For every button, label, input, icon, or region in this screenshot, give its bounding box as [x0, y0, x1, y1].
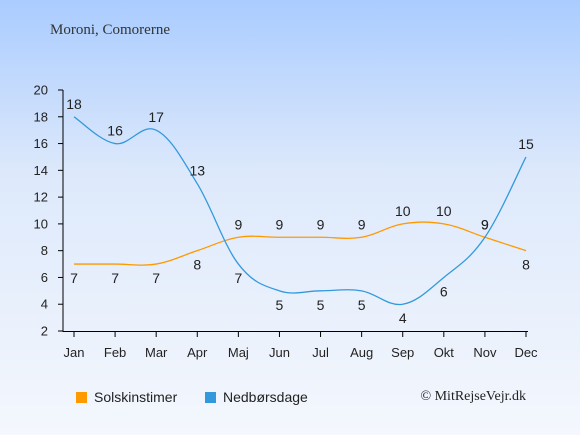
y-tick-label: 6 [41, 270, 48, 285]
legend-label-sunshine: Solskinstimer [94, 389, 178, 405]
chart-title: Moroni, Comorerne [50, 22, 170, 38]
y-tick-label: 4 [41, 297, 48, 312]
x-tick-label: Feb [104, 345, 126, 360]
copyright-text: © MitRejseVejr.dk [420, 389, 526, 404]
x-tick-label: Sep [391, 345, 414, 360]
data-label-rain-days: 4 [399, 310, 407, 326]
data-label-rain-days: 18 [66, 96, 82, 112]
legend-label-rain-days: Nedbørsdage [223, 389, 308, 405]
x-tick-label: Dec [514, 345, 538, 360]
data-label-sunshine: 10 [436, 203, 452, 219]
data-label-sunshine: 9 [481, 216, 489, 232]
series-line-rain-days [73, 116, 527, 306]
data-label-sunshine: 7 [70, 270, 78, 286]
y-tick-label: 8 [41, 243, 48, 258]
legend-item-rain-days: Nedbørsdage [205, 389, 308, 405]
series-line-sunshine [74, 221, 527, 266]
x-tick-label: Nov [473, 345, 497, 360]
x-tick-label: Maj [228, 345, 249, 360]
legend-swatch-sunshine [76, 391, 87, 403]
data-label-sunshine: 8 [522, 257, 530, 273]
data-label-rain-days: 5 [358, 297, 366, 313]
data-label-rain-days: 5 [276, 297, 284, 313]
data-label-rain-days: 17 [148, 109, 164, 125]
x-tick-label: Aug [350, 345, 373, 360]
data-label-rain-days: 13 [189, 163, 205, 179]
legend-item-sunshine: Solskinstimer [76, 389, 177, 405]
data-label-sunshine: 8 [193, 257, 201, 273]
x-tick-label: Apr [187, 345, 208, 360]
data-label-sunshine: 9 [234, 216, 242, 232]
y-tick-label: 12 [34, 190, 48, 205]
data-label-sunshine: 10 [395, 203, 411, 219]
x-tick-label: Mar [145, 345, 168, 360]
axes: 2 4 6 8 10 12 14 16 18 20 Jan Feb Mar Apr Maj Jun Jul Aug… [34, 83, 539, 361]
x-tick-label: Okt [434, 345, 455, 360]
data-label-rain-days: 15 [518, 136, 534, 152]
x-tick-label: Jun [269, 345, 290, 360]
series-layer [73, 116, 527, 306]
y-tick-label: 16 [34, 136, 48, 151]
data-label-rain-days: 5 [317, 297, 325, 313]
data-label-rain-days: 7 [234, 270, 242, 286]
data-label-sunshine: 7 [152, 270, 160, 286]
x-tick-label: Jul [312, 345, 329, 360]
y-tick-label: 2 [41, 324, 48, 339]
y-tick-label: 10 [34, 216, 48, 231]
data-label-sunshine: 9 [317, 216, 325, 232]
data-label-rain-days: 9 [481, 216, 489, 232]
y-tick-label: 14 [34, 163, 48, 178]
legend-swatch-rain-days [205, 391, 216, 403]
data-label-rain-days: 16 [107, 123, 123, 139]
data-label-sunshine: 9 [358, 216, 366, 232]
data-label-sunshine: 7 [111, 270, 119, 286]
y-tick-label: 18 [34, 109, 48, 124]
data-label-rain-days: 6 [440, 283, 448, 299]
data-label-sunshine: 9 [276, 216, 284, 232]
y-tick-label: 20 [34, 83, 48, 98]
x-tick-label: Jan [64, 345, 85, 360]
